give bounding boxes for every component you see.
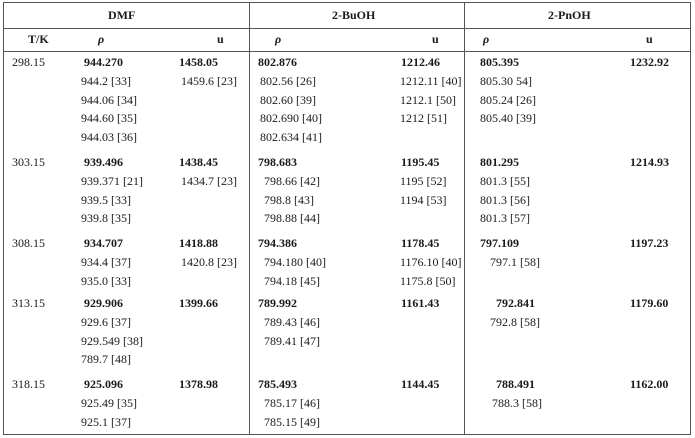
dmf-density-reference: 925.49 [35] [81, 395, 137, 410]
pnoh-density-reference: 797.1 [58] [490, 254, 540, 269]
pnoh-density-reference: 801.3 [57] [480, 211, 530, 226]
temperature-cell: 308.15 [12, 236, 45, 250]
buoh-density-reference: 798.8 [43] [264, 192, 314, 207]
dmf-density-reference: 939.371 [21] [81, 173, 143, 188]
temperature-cell: 313.15 [12, 296, 45, 310]
dmf-density-reference: 939.8 [35] [81, 211, 131, 226]
pnoh-sound-speed-value: 1197.23 [630, 236, 669, 250]
dmf-density-value: 944.270 [84, 55, 123, 69]
temperature-cell: 298.15 [12, 55, 45, 69]
temperature-cell: 318.15 [12, 377, 45, 391]
header-bottom-rule [3, 51, 691, 52]
pnoh-density-reference: 792.8 [58] [490, 314, 540, 329]
header-buoh-u: u [432, 32, 439, 46]
buoh-sound-speed-value: 1195.45 [401, 155, 440, 169]
dmf-sound-speed-value: 1418.88 [179, 236, 218, 250]
pnoh-sound-speed-value: 1214.93 [630, 155, 669, 169]
group-divider-1 [249, 2, 250, 435]
buoh-sound-speed-value: 1178.45 [401, 236, 440, 250]
pnoh-density-reference: 801.3 [55] [480, 173, 530, 188]
buoh-sound-speed-reference: 1176.10 [40] [400, 254, 462, 269]
buoh-density-value: 802.876 [258, 55, 297, 69]
buoh-density-value: 794.386 [258, 236, 297, 250]
dmf-sound-speed-value: 1438.45 [179, 155, 218, 169]
pnoh-density-reference: 801.3 [56] [480, 192, 530, 207]
dmf-sound-speed-reference: 1434.7 [23] [181, 173, 237, 188]
pnoh-density-value: 797.109 [480, 236, 519, 250]
buoh-sound-speed-reference: 1195 [52] [400, 173, 447, 188]
pnoh-sound-speed-value: 1179.60 [630, 296, 669, 310]
buoh-sound-speed-reference: 1212.11 [40] [400, 73, 462, 88]
header-group-divider [3, 28, 691, 29]
buoh-density-reference: 802.60 [39] [260, 92, 316, 107]
header-dmf-rho: ρ [98, 32, 105, 46]
buoh-sound-speed-reference: 1194 [53] [400, 192, 447, 207]
buoh-density-value: 789.992 [258, 296, 297, 310]
pnoh-density-reference: 805.30 54] [480, 73, 532, 88]
dmf-density-reference: 939.5 [33] [81, 192, 131, 207]
header-dmf-u: u [217, 32, 224, 46]
buoh-density-reference: 785.17 [46] [264, 395, 320, 410]
pnoh-density-reference: 805.40 [39] [480, 111, 536, 126]
pnoh-density-value: 805.395 [480, 55, 519, 69]
dmf-density-value: 925.096 [84, 377, 123, 391]
dmf-density-reference: 944.60 [35] [81, 111, 137, 126]
header-pnoh-u: u [646, 32, 653, 46]
header-2-pnoh: 2-PnOH [548, 8, 591, 22]
dmf-density-reference: 934.4 [37] [81, 254, 131, 269]
dmf-sound-speed-value: 1378.98 [179, 377, 218, 391]
header-temperature: T/K [28, 32, 49, 46]
buoh-density-reference: 798.66 [42] [264, 173, 320, 188]
buoh-density-reference: 802.634 [41] [260, 130, 322, 145]
buoh-density-reference: 789.41 [47] [264, 333, 320, 348]
header-2-buoh: 2-BuOH [332, 8, 376, 22]
temperature-cell: 303.15 [12, 155, 45, 169]
dmf-density-reference: 789.7 [48] [81, 352, 131, 367]
buoh-density-reference: 802.690 [40] [260, 111, 322, 126]
pnoh-sound-speed-value: 1232.92 [630, 55, 669, 69]
pnoh-density-value: 792.841 [496, 296, 535, 310]
dmf-density-reference: 929.549 [38] [81, 333, 143, 348]
header-dmf: DMF [108, 8, 136, 22]
buoh-density-value: 785.493 [258, 377, 297, 391]
dmf-sound-speed-reference: 1459.6 [23] [181, 73, 237, 88]
buoh-density-reference: 785.15 [49] [264, 414, 320, 429]
pnoh-density-reference: 788.3 [58] [492, 395, 542, 410]
dmf-sound-speed-reference: 1420.8 [23] [181, 254, 237, 269]
pnoh-sound-speed-value: 1162.00 [630, 377, 669, 391]
dmf-density-value: 939.496 [84, 155, 123, 169]
dmf-density-value: 929.906 [84, 296, 123, 310]
buoh-sound-speed-value: 1161.43 [401, 296, 440, 310]
buoh-density-reference: 794.18 [45] [264, 273, 320, 288]
buoh-sound-speed-reference: 1212 [51] [400, 111, 447, 126]
buoh-density-reference: 789.43 [46] [264, 314, 320, 329]
buoh-density-reference: 802.56 [26] [260, 73, 316, 88]
pnoh-density-reference: 805.24 [26] [480, 92, 536, 107]
header-pnoh-rho: ρ [483, 32, 490, 46]
buoh-density-reference: 794.180 [40] [264, 254, 326, 269]
table-frame [3, 2, 691, 435]
group-divider-2 [464, 2, 465, 435]
dmf-sound-speed-value: 1458.05 [179, 55, 218, 69]
pnoh-density-value: 788.491 [496, 377, 535, 391]
dmf-density-reference: 925.1 [37] [81, 414, 131, 429]
dmf-density-reference: 944.2 [33] [81, 73, 131, 88]
buoh-sound-speed-reference: 1175.8 [50] [400, 273, 456, 288]
dmf-density-reference: 929.6 [37] [81, 314, 131, 329]
buoh-sound-speed-value: 1212.46 [401, 55, 440, 69]
buoh-sound-speed-reference: 1212.1 [50] [400, 92, 456, 107]
header-buoh-rho: ρ [275, 32, 282, 46]
buoh-sound-speed-value: 1144.45 [401, 377, 440, 391]
dmf-density-value: 934.707 [84, 236, 123, 250]
dmf-sound-speed-value: 1399.66 [179, 296, 218, 310]
buoh-density-reference: 798.88 [44] [264, 211, 320, 226]
pnoh-density-value: 801.295 [480, 155, 519, 169]
dmf-density-reference: 944.03 [36] [81, 130, 137, 145]
dmf-density-reference: 944.06 [34] [81, 92, 137, 107]
dmf-density-reference: 935.0 [33] [81, 273, 131, 288]
buoh-density-value: 798.683 [258, 155, 297, 169]
